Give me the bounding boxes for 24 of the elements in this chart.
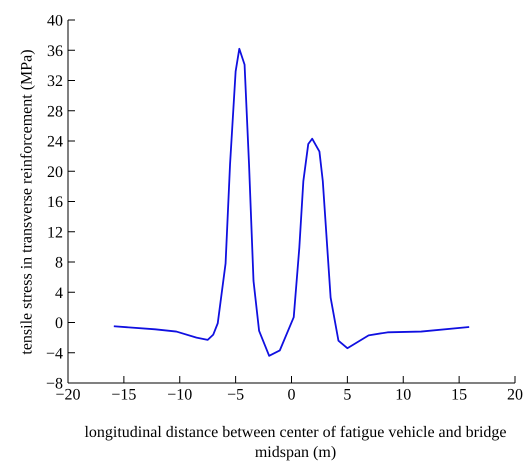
y-tick-label: 16 [47, 194, 63, 212]
y-tick-label: 40 [47, 12, 63, 30]
x-axis-title: longitudinal distance between center of fatigue vehicle and bridge midspan (m) [83, 423, 508, 463]
y-tick-label: 4 [55, 284, 63, 302]
y-tick-label: 32 [47, 73, 63, 90]
y-tick-label: 28 [47, 103, 63, 120]
x-tick-label: −15 [111, 386, 136, 404]
x-tick-label: 0 [288, 386, 296, 404]
y-tick-label: 0 [55, 315, 63, 332]
y-tick-label: 20 [47, 164, 63, 181]
x-tick-label: 5 [343, 386, 352, 404]
line-series [112, 48, 470, 357]
y-tick-label: −4 [46, 345, 63, 362]
x-tick-label: 10 [395, 386, 412, 404]
y-tick-label: 36 [47, 42, 63, 60]
y-tick-label: −8 [46, 376, 63, 393]
x-tick-label: 15 [451, 386, 468, 404]
x-tick-label: −5 [227, 386, 244, 404]
y-tick-label: 12 [47, 224, 63, 242]
x-tick-label: 20 [507, 386, 523, 404]
y-tick-label: 24 [47, 134, 63, 151]
x-tick-label: −10 [167, 386, 192, 404]
y-axis-title: tensile stress in transverse reinforcement (MPa) [19, 48, 37, 354]
y-tick-label: 8 [55, 254, 63, 272]
